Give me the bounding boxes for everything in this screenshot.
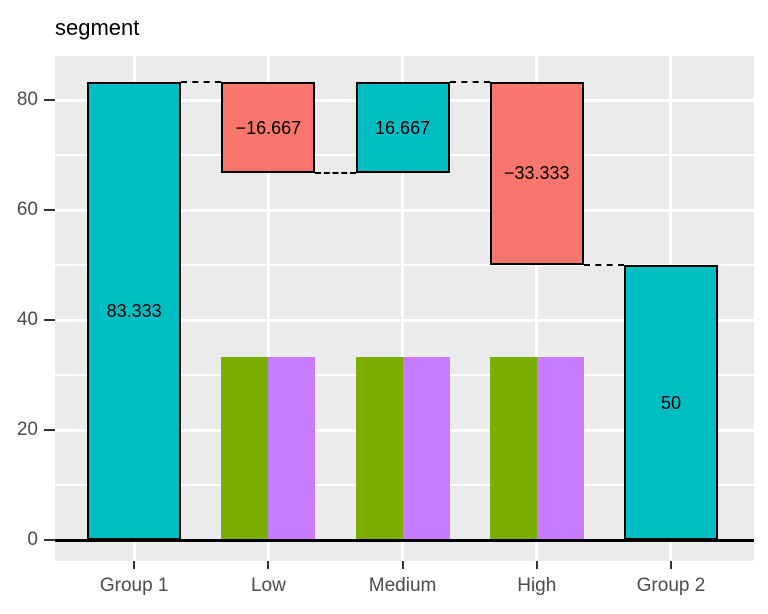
y-axis-tick-label: 0 xyxy=(27,529,38,550)
waterfall-bar-medium xyxy=(355,81,450,174)
x-axis-tick-label: Group 2 xyxy=(636,575,706,596)
bar-value-label: 16.667 xyxy=(375,117,431,138)
bar-value-label: −16.667 xyxy=(235,117,302,138)
connector-line xyxy=(181,80,222,83)
gridline-vertical xyxy=(266,56,270,561)
dodged-bar-green-series xyxy=(489,356,537,540)
y-axis-tick xyxy=(44,539,55,541)
gridline-minor-horizontal xyxy=(55,264,754,266)
zero-baseline xyxy=(55,538,754,542)
gridline-major-horizontal xyxy=(55,208,754,212)
connector-line xyxy=(449,80,490,83)
connector-line xyxy=(315,172,356,175)
x-axis-tick xyxy=(267,561,270,569)
bar-value-label: 83.333 xyxy=(106,300,162,321)
dodged-bar-purple-series xyxy=(268,356,316,540)
chart-title: segment xyxy=(55,15,140,40)
waterfall-bar-group-1 xyxy=(87,81,182,540)
bar-value-label: 50 xyxy=(660,392,681,413)
y-axis-tick xyxy=(44,319,55,321)
x-axis-tick-label: Group 1 xyxy=(99,575,169,596)
x-axis-tick-label: Low xyxy=(250,575,286,596)
y-axis-tick-label: 40 xyxy=(16,309,38,330)
y-axis-tick xyxy=(44,209,55,211)
dodged-bar-green-series xyxy=(355,356,403,540)
gridline-vertical xyxy=(401,56,405,561)
gridline-vertical xyxy=(535,56,539,561)
waterfall-bar-low xyxy=(221,81,316,174)
x-axis-tick xyxy=(669,561,672,569)
x-axis-tick xyxy=(535,561,538,569)
waterfall-bar-group-2 xyxy=(623,265,718,540)
y-axis-tick-label: 20 xyxy=(16,419,38,440)
y-axis-tick xyxy=(44,429,55,431)
dodged-bar-purple-series xyxy=(536,356,584,540)
connector-line xyxy=(583,264,624,266)
y-axis-tick xyxy=(44,99,55,101)
x-axis-tick xyxy=(401,561,404,569)
x-axis-tick-label: Medium xyxy=(368,575,437,596)
gridline-major-horizontal xyxy=(55,318,754,322)
waterfall-bar-high xyxy=(489,81,584,265)
x-axis-tick-label: High xyxy=(517,575,557,596)
bar-value-label: −33.333 xyxy=(503,163,570,184)
dodged-bar-green-series xyxy=(221,356,269,540)
x-axis-tick xyxy=(133,561,136,569)
y-axis-tick-label: 60 xyxy=(16,199,38,220)
dodged-bar-purple-series xyxy=(402,356,450,540)
y-axis-tick-label: 80 xyxy=(16,89,38,110)
